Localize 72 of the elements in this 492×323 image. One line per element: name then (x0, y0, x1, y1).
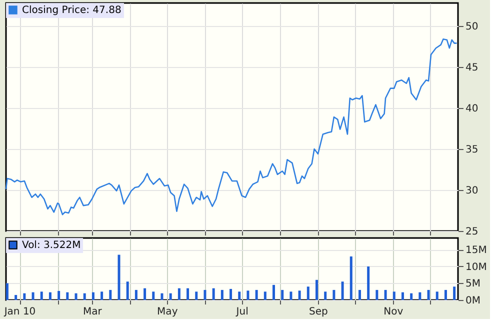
bar (126, 282, 129, 300)
bar (418, 292, 422, 300)
bar (246, 290, 250, 300)
bar (332, 290, 336, 300)
bar (358, 290, 361, 300)
bar (92, 292, 94, 300)
bar (350, 256, 352, 300)
bar (230, 288, 232, 300)
y-tick-label: 10M (466, 262, 487, 273)
y-tick-label: 0M (466, 296, 480, 306)
bar (48, 292, 52, 300)
bar (204, 290, 206, 300)
bar (272, 284, 276, 300)
bar (32, 292, 34, 300)
bar (392, 292, 396, 300)
bar (109, 290, 112, 300)
bar (186, 288, 190, 300)
y-tick-label: 45 (466, 62, 478, 74)
x-tick-label: Jan 10 (3, 306, 36, 318)
y-tick-label: 25 (466, 226, 478, 238)
bar (152, 292, 155, 300)
bar (255, 290, 258, 300)
bar (376, 290, 378, 300)
bar (74, 293, 78, 300)
y-tick-label: 30 (466, 185, 478, 196)
x-tick-label: May (157, 306, 178, 318)
bar (436, 292, 438, 300)
bar (290, 292, 292, 300)
legend-label: Closing Price: 47.88 (22, 5, 122, 16)
bar (83, 293, 86, 300)
bar (367, 266, 370, 300)
bar (384, 290, 387, 300)
bar (444, 290, 447, 300)
bar (178, 288, 180, 300)
y-tick-label: 50 (466, 21, 478, 32)
bar (160, 293, 164, 300)
bar (118, 254, 120, 300)
bar (410, 293, 413, 300)
bar (58, 290, 60, 300)
bar (324, 292, 327, 300)
bar (195, 292, 198, 300)
bar (453, 286, 456, 300)
line-series (5, 38, 458, 216)
bar (40, 292, 43, 300)
x-tick-label: Jul (235, 306, 248, 318)
x-tick-label: Mar (83, 306, 103, 318)
x-tick-label: Sep (309, 306, 328, 318)
y-tick-label: 5M (466, 278, 480, 290)
bar (220, 290, 224, 300)
y-tick-label: 40 (466, 103, 478, 114)
bar (316, 280, 318, 300)
bar (281, 290, 284, 300)
bar (264, 292, 266, 300)
bar (298, 290, 301, 300)
bar (14, 294, 18, 300)
bar (169, 293, 172, 300)
x-tick-label: Nov (384, 306, 404, 318)
bar (341, 282, 344, 300)
bar (401, 292, 404, 300)
bar (238, 292, 241, 300)
bar (212, 288, 215, 300)
bar (100, 292, 104, 300)
bar (66, 292, 69, 300)
y-tick-label: 15M (466, 245, 487, 256)
bar (6, 283, 8, 300)
y-tick-label: 35 (466, 144, 478, 156)
bar (144, 288, 146, 300)
legend-label: Vol: 3.522M (22, 240, 81, 251)
bar (23, 293, 26, 300)
bar (134, 290, 138, 300)
bar (427, 290, 430, 300)
bar (306, 286, 310, 300)
